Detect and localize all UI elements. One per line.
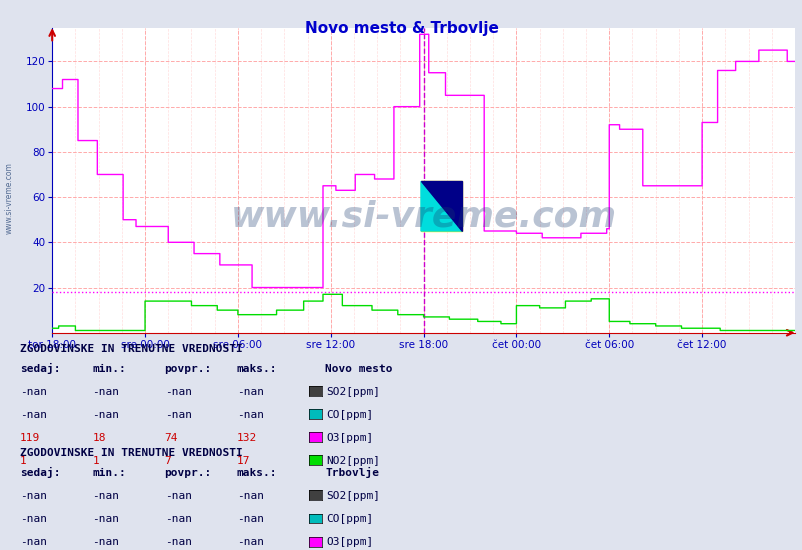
Text: -nan: -nan [164,387,192,397]
Text: CO[ppm]: CO[ppm] [326,514,373,524]
Text: -nan: -nan [92,514,119,524]
Text: -nan: -nan [20,537,47,547]
Text: sedaj:: sedaj: [20,467,60,478]
Text: ZGODOVINSKE IN TRENUTNE VREDNOSTI: ZGODOVINSKE IN TRENUTNE VREDNOSTI [20,344,242,354]
Text: -nan: -nan [20,387,47,397]
Text: -nan: -nan [20,410,47,420]
Text: Novo mesto: Novo mesto [325,364,392,373]
Text: -nan: -nan [20,491,47,501]
Text: min.:: min.: [92,364,126,373]
Text: min.:: min.: [92,468,126,478]
Text: povpr.:: povpr.: [164,468,212,478]
Text: -nan: -nan [92,491,119,501]
Text: www.si-vreme.com: www.si-vreme.com [5,162,14,234]
Text: -nan: -nan [20,514,47,524]
Bar [420,182,462,231]
Text: 119: 119 [20,433,40,443]
Text: -nan: -nan [237,537,264,547]
Text: -nan: -nan [164,410,192,420]
Text: maks.:: maks.: [237,468,277,478]
Text: -nan: -nan [92,387,119,397]
Text: -nan: -nan [237,387,264,397]
Text: -nan: -nan [237,514,264,524]
Text: -nan: -nan [164,537,192,547]
Text: 1: 1 [92,456,99,466]
Text: 132: 132 [237,433,257,443]
Text: SO2[ppm]: SO2[ppm] [326,387,379,397]
Text: -nan: -nan [237,491,264,501]
Text: ZGODOVINSKE IN TRENUTNE VREDNOSTI: ZGODOVINSKE IN TRENUTNE VREDNOSTI [20,448,242,459]
Text: sedaj:: sedaj: [20,362,60,373]
Text: Trbovlje: Trbovlje [325,467,379,478]
Text: maks.:: maks.: [237,364,277,373]
Text: -nan: -nan [92,410,119,420]
Text: O3[ppm]: O3[ppm] [326,537,373,547]
Text: 1: 1 [20,456,26,466]
Text: 17: 17 [237,456,250,466]
Text: CO[ppm]: CO[ppm] [326,410,373,420]
Text: -nan: -nan [92,537,119,547]
Text: 18: 18 [92,433,106,443]
Text: NO2[ppm]: NO2[ppm] [326,456,379,466]
Text: -nan: -nan [164,514,192,524]
Polygon shape [420,182,462,231]
Text: -nan: -nan [164,491,192,501]
Text: povpr.:: povpr.: [164,364,212,373]
Text: www.si-vreme.com: www.si-vreme.com [230,200,616,234]
Text: 74: 74 [164,433,178,443]
Text: O3[ppm]: O3[ppm] [326,433,373,443]
Text: -nan: -nan [237,410,264,420]
Text: SO2[ppm]: SO2[ppm] [326,491,379,501]
Text: 7: 7 [164,456,171,466]
Text: Novo mesto & Trbovlje: Novo mesto & Trbovlje [304,21,498,36]
Polygon shape [420,182,462,231]
